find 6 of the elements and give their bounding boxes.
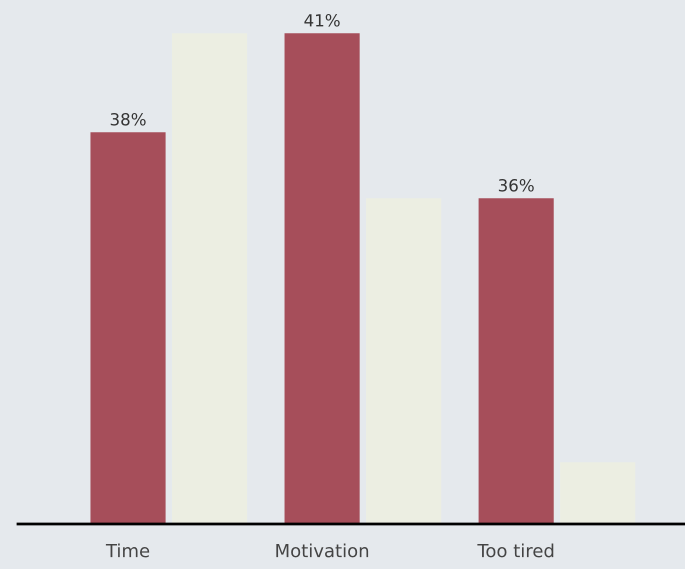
x-tick-label: Motivation (276, 543, 368, 558)
x-tick-label: Too tired (477, 543, 554, 558)
data-label: 36% (498, 178, 534, 192)
x-tick-label: Time (106, 543, 150, 558)
data-label: 41% (304, 14, 340, 27)
data-label: 38% (110, 112, 146, 126)
